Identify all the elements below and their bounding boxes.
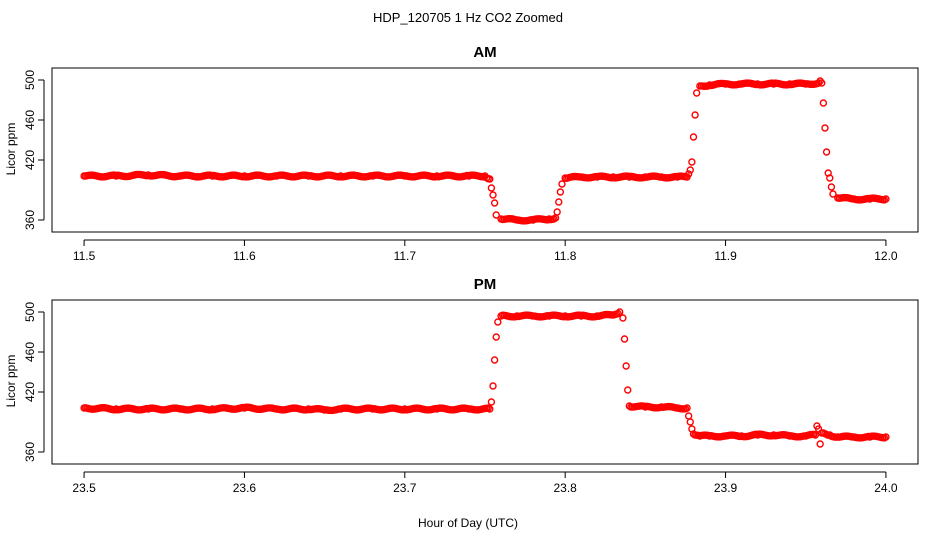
am-data-point — [829, 190, 837, 198]
am-data-point — [490, 199, 499, 207]
am-data-point — [819, 99, 828, 107]
am-x-tick-label: 11.5 — [73, 249, 96, 263]
am-y-tick-label: 360 — [23, 210, 37, 230]
am-y-tick-label: 420 — [23, 150, 37, 170]
pm-data-point — [490, 356, 499, 364]
am-data-point — [487, 184, 496, 192]
pm-data-point — [489, 382, 497, 390]
pm-y-tick-label: 460 — [23, 342, 37, 362]
pm-data-point — [614, 309, 622, 318]
x-axis-label: Hour of Day (UTC) — [418, 516, 518, 530]
pm-panel: PM Licor ppm 23.5 23.6 23.7 23.8 23.9 24.0 360… — [4, 276, 919, 495]
pm-data-point — [619, 314, 627, 322]
am-x-tick-label: 11.6 — [233, 249, 256, 263]
pm-y-tick-label: 360 — [23, 442, 37, 462]
am-panel-title: AM — [473, 44, 496, 61]
am-y-tick-label: 460 — [23, 110, 37, 130]
am-data-point — [556, 188, 565, 196]
figure-title: HDP_120705 1 Hz CO2 Zoomed — [373, 10, 563, 25]
pm-data-point — [684, 412, 693, 420]
am-data-point — [826, 174, 834, 182]
pm-data-point — [816, 440, 824, 448]
am-x-tick-label: 11.7 — [394, 249, 417, 263]
am-panel: AM Licor ppm 11.5 11.6 11.7 11.8 11.9 12.0 360… — [4, 44, 919, 263]
am-x-tick-label: 12.0 — [874, 249, 898, 263]
am-data-point — [692, 89, 701, 97]
am-data-point — [827, 183, 836, 191]
am-data-point — [684, 170, 693, 178]
am-data-point — [818, 79, 826, 87]
am-data-point — [489, 191, 497, 199]
am-data-point — [686, 166, 694, 174]
am-data-point — [553, 208, 561, 216]
pm-y-axis-label: Licor ppm — [4, 355, 18, 408]
am-data-point — [689, 133, 698, 141]
am-data-point — [486, 175, 494, 183]
am-y-axis-label: Licor ppm — [4, 123, 18, 176]
pm-x-tick-label: 23.5 — [72, 481, 96, 495]
am-data-point — [691, 111, 699, 119]
pm-data-point — [686, 418, 694, 426]
am-plot-frame — [51, 67, 919, 233]
pm-data-point — [486, 405, 494, 413]
pm-data-point — [492, 333, 500, 341]
pm-x-tick-label: 23.8 — [554, 481, 578, 495]
pm-data-point — [624, 386, 632, 394]
am-data-point — [821, 124, 829, 132]
pm-data-point — [622, 362, 630, 370]
pm-data-point — [811, 431, 820, 439]
am-data-point — [558, 180, 566, 188]
pm-x-tick-label: 23.7 — [393, 481, 417, 495]
pm-data-point — [494, 318, 502, 326]
pm-data-point — [882, 433, 890, 441]
pm-y-tick-label: 500 — [23, 302, 37, 322]
pm-data-point — [683, 404, 691, 412]
pm-y-tick-label: 420 — [23, 382, 37, 402]
pm-data-point — [616, 308, 624, 316]
pm-x-tick-label: 24.0 — [874, 481, 898, 495]
am-data-point — [688, 158, 696, 166]
pm-x-tick-label: 23.9 — [714, 481, 738, 495]
am-data-point — [555, 198, 563, 206]
am-y-tick-label: 500 — [23, 70, 37, 90]
am-x-tick-label: 11.8 — [554, 249, 577, 263]
pm-panel-title: PM — [474, 276, 497, 293]
pm-data-point — [487, 398, 496, 406]
am-data-point — [882, 195, 890, 203]
pm-x-tick-label: 23.6 — [233, 481, 257, 495]
pm-data-point — [620, 335, 629, 343]
am-x-tick-label: 11.9 — [714, 249, 737, 263]
am-data-point — [822, 148, 831, 156]
pm-plot-frame — [51, 299, 919, 465]
am-data-point — [492, 211, 500, 219]
